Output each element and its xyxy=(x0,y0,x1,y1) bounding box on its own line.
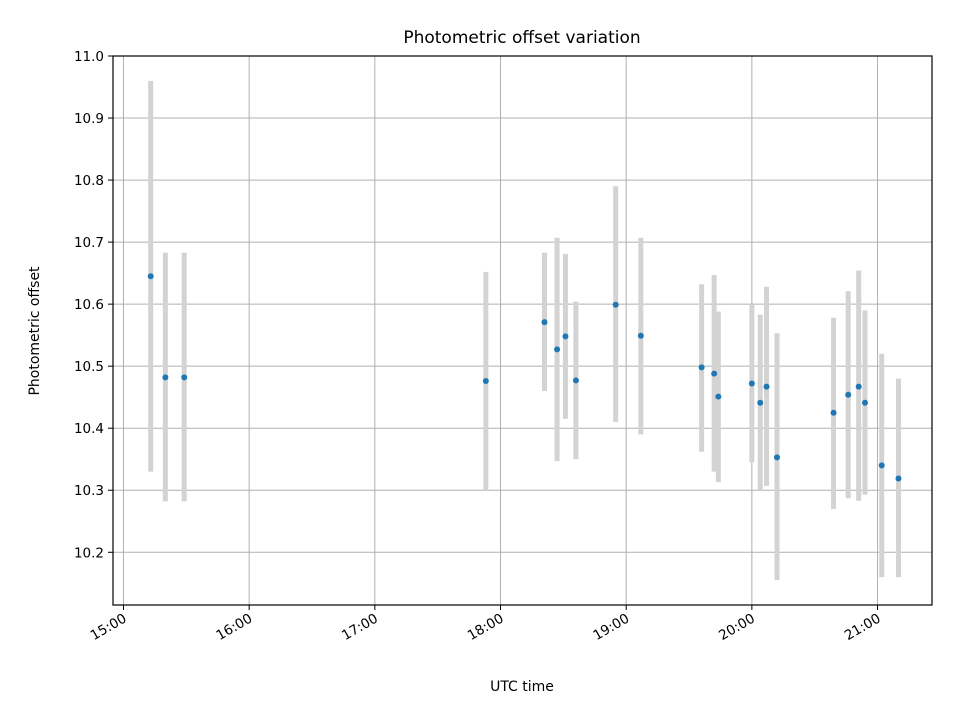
error-bars xyxy=(148,80,901,581)
data-point xyxy=(637,332,644,339)
data-point xyxy=(711,370,718,377)
y-axis-label: Photometric offset xyxy=(27,266,43,396)
data-point xyxy=(715,393,722,400)
data-point xyxy=(612,301,619,308)
plot-frame xyxy=(112,55,933,606)
y-tick-label: 10.6 xyxy=(74,297,104,313)
data-point xyxy=(763,383,770,390)
y-tick-label: 10.2 xyxy=(74,545,104,561)
data-point xyxy=(878,462,885,469)
data-point xyxy=(572,377,579,384)
data-point xyxy=(773,454,780,461)
x-tick-label: 20:00 xyxy=(716,611,758,644)
y-tick-label: 10.8 xyxy=(74,173,104,189)
data-point xyxy=(482,378,489,385)
y-tick-label: 11.0 xyxy=(74,49,104,65)
data-point xyxy=(748,380,755,387)
data-point xyxy=(855,383,862,390)
x-tick-label: 17:00 xyxy=(339,611,381,644)
data-point xyxy=(895,475,902,482)
y-tick-label: 10.3 xyxy=(74,483,104,499)
x-tick-label: 15:00 xyxy=(88,611,130,644)
data-points xyxy=(147,273,902,482)
y-axis-ticks: 10.2 10.3 10.4 10.5 10.6 10.7 10.8 10.9 11.0 xyxy=(74,49,113,561)
grid-layer xyxy=(113,55,932,605)
data-point xyxy=(181,374,188,381)
chart-title: Photometric offset variation xyxy=(403,28,640,48)
y-tick-label: 10.7 xyxy=(74,235,104,251)
y-tick-label: 10.5 xyxy=(74,359,104,375)
data-point xyxy=(554,346,561,353)
data-point xyxy=(830,409,837,416)
data-point xyxy=(861,399,868,406)
data-point xyxy=(147,273,154,280)
y-tick-label: 10.9 xyxy=(74,111,104,127)
x-tick-label: 16:00 xyxy=(213,611,255,644)
data-point xyxy=(562,333,569,340)
data-point xyxy=(162,374,169,381)
y-tick-label: 10.4 xyxy=(74,421,104,437)
data-point xyxy=(845,391,852,398)
x-axis-ticks: 15:00 16:00 17:00 18:00 19:00 20:00 21:00 xyxy=(88,605,884,644)
data-point xyxy=(541,319,548,326)
data-point xyxy=(698,364,705,371)
x-tick-label: 18:00 xyxy=(465,611,507,644)
data-point xyxy=(757,399,764,406)
x-tick-label: 21:00 xyxy=(842,611,884,644)
x-tick-label: 19:00 xyxy=(590,611,632,644)
x-axis-label: UTC time xyxy=(490,679,554,695)
